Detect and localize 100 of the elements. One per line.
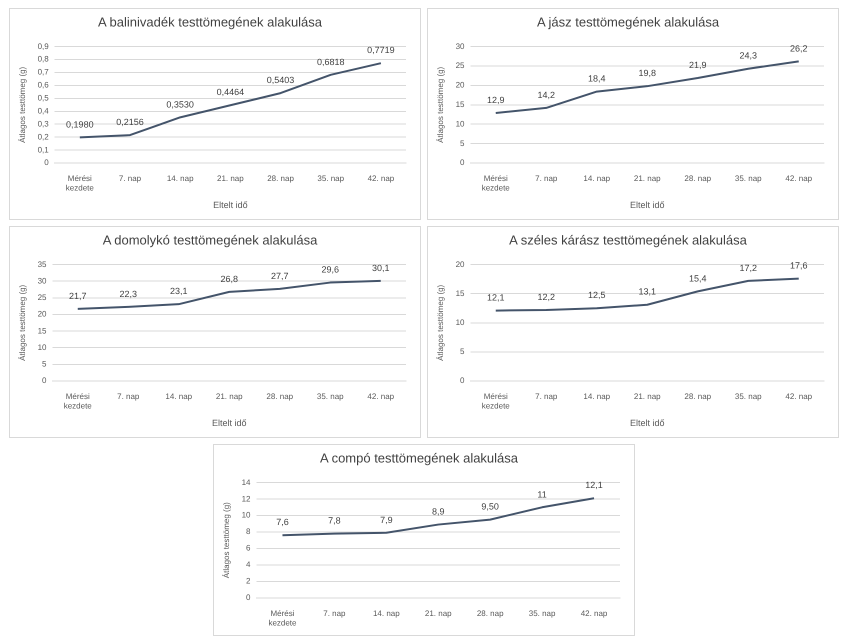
- x-tick-label: 21. nap: [634, 392, 662, 402]
- x-tick-label: 35. nap: [528, 608, 556, 618]
- y-tick-label: 5: [460, 138, 466, 148]
- x-tick-label: 14. nap: [165, 392, 193, 402]
- y-tick-label: 10: [456, 119, 466, 128]
- x-tick-label: Mérési kezdete: [64, 392, 92, 411]
- x-axis-title: Eltelt idő: [213, 200, 248, 210]
- x-tick-label: 28. nap: [684, 392, 712, 402]
- y-axis-title: Átlagos testtömeg (g): [18, 284, 28, 361]
- y-tick-label: 25: [456, 61, 466, 70]
- y-tick-label: 0,9: [38, 42, 50, 51]
- y-tick-label: 0,8: [38, 54, 50, 64]
- y-tick-label: 0,7: [38, 68, 50, 77]
- y-axis-title: Átlagos testtömeg (g): [436, 66, 446, 143]
- y-tick-label: 10: [38, 342, 48, 352]
- x-tick-label: 7. nap: [535, 174, 558, 184]
- y-tick-label: 0: [44, 158, 50, 168]
- x-tick-label: Mérési kezdete: [268, 608, 298, 628]
- x-tick-label: 28. nap: [267, 174, 294, 184]
- x-tick-label: 28. nap: [476, 608, 504, 618]
- y-tick-label: 8: [246, 527, 252, 536]
- x-tick-label: 42. nap: [785, 392, 813, 402]
- data-label: 19,8: [638, 68, 656, 78]
- chart-title: A domolykó testtömegének alakulása: [102, 232, 318, 248]
- y-tick-label: 6: [246, 544, 252, 553]
- y-axis-title: Átlagos testtömeg (g): [18, 66, 28, 143]
- x-tick-label: 14. nap: [583, 392, 611, 402]
- data-label: 17,6: [790, 260, 808, 271]
- x-tick-label: 42. nap: [367, 392, 395, 402]
- y-axis-title: Átlagos testtömeg (g): [436, 284, 446, 361]
- x-tick-label: 28. nap: [266, 392, 294, 402]
- data-label: 12,1: [486, 292, 505, 303]
- y-tick-label: 10: [242, 510, 252, 520]
- x-tick-label: 7. nap: [117, 392, 140, 402]
- data-label: 12,9: [486, 94, 505, 105]
- x-tick-label: Mérési kezdete: [482, 392, 510, 411]
- data-label: 17,2: [739, 262, 758, 273]
- x-tick-label: 14. nap: [372, 608, 400, 618]
- y-tick-label: 25: [38, 293, 48, 302]
- data-label: 26,8: [220, 274, 238, 284]
- data-label: 0,1980: [66, 119, 94, 130]
- x-tick-label: 14. nap: [583, 174, 611, 184]
- x-axis-title: Eltelt idő: [630, 200, 665, 210]
- x-tick-label: 35. nap: [316, 392, 344, 402]
- data-label: 24,3: [739, 50, 758, 61]
- y-tick-label: 20: [456, 80, 466, 90]
- data-label: 21,7: [68, 290, 87, 301]
- data-label: 12,1: [585, 480, 603, 490]
- y-tick-label: 30: [38, 276, 48, 286]
- y-tick-label: 0,2: [38, 132, 50, 142]
- data-label: 12,2: [537, 292, 556, 302]
- data-label: 0,2156: [116, 117, 144, 128]
- y-tick-label: 0,5: [38, 94, 50, 103]
- x-axis-title: Eltelt idő: [630, 418, 665, 428]
- y-tick-label: 12: [242, 494, 252, 504]
- x-tick-label: 42. nap: [368, 174, 395, 184]
- y-tick-label: 0: [460, 158, 466, 168]
- y-tick-label: 0,1: [38, 145, 50, 154]
- y-tick-label: 35: [38, 260, 48, 269]
- y-tick-label: 0: [246, 593, 252, 602]
- y-tick-label: 4: [246, 560, 252, 570]
- data-label: 7,8: [328, 516, 341, 526]
- x-tick-label: 21. nap: [216, 392, 244, 402]
- y-tick-label: 0,6: [38, 80, 50, 90]
- x-axis-title: Eltelt idő: [212, 418, 247, 428]
- y-tick-label: 20: [456, 260, 466, 269]
- x-tick-label: 7. nap: [535, 392, 558, 402]
- data-label: 23,1: [170, 286, 188, 296]
- x-tick-label: 7. nap: [323, 608, 346, 618]
- data-label: 0,7719: [367, 45, 395, 56]
- y-tick-label: 15: [38, 326, 48, 336]
- y-tick-label: 0: [460, 376, 466, 386]
- data-label: 14,2: [537, 90, 556, 100]
- data-label: 8,9: [432, 506, 445, 517]
- data-label: 0,4464: [216, 87, 244, 98]
- y-tick-label: 0,3: [38, 119, 50, 128]
- y-tick-label: 20: [38, 310, 48, 319]
- data-label: 7,6: [276, 517, 289, 528]
- x-tick-label: 21. nap: [634, 174, 662, 184]
- data-label: 29,6: [321, 264, 340, 275]
- data-label: 13,1: [638, 286, 656, 297]
- data-label: 7,9: [380, 514, 393, 525]
- x-tick-label: 21. nap: [217, 174, 244, 184]
- data-label: 21,9: [688, 60, 707, 70]
- x-tick-label: 35. nap: [734, 392, 762, 402]
- x-tick-label: 21. nap: [424, 608, 452, 618]
- x-tick-label: 42. nap: [580, 608, 608, 618]
- y-tick-label: 15: [456, 288, 466, 298]
- x-tick-label: 35. nap: [317, 174, 345, 184]
- y-axis-title: Átlagos testtömeg (g): [222, 502, 232, 578]
- chart-title: A széles kárász testtömegének alakulása: [509, 232, 748, 248]
- data-label: 12,5: [588, 290, 606, 300]
- data-label: 0,5403: [266, 75, 294, 86]
- data-label: 18,4: [588, 74, 606, 84]
- x-tick-label: Mérési kezdete: [66, 174, 94, 193]
- data-label: 30,1: [372, 262, 390, 273]
- x-tick-label: 7. nap: [118, 174, 142, 184]
- data-label: 15,4: [688, 273, 707, 284]
- x-tick-label: 28. nap: [684, 174, 712, 184]
- data-label: 26,2: [790, 43, 808, 54]
